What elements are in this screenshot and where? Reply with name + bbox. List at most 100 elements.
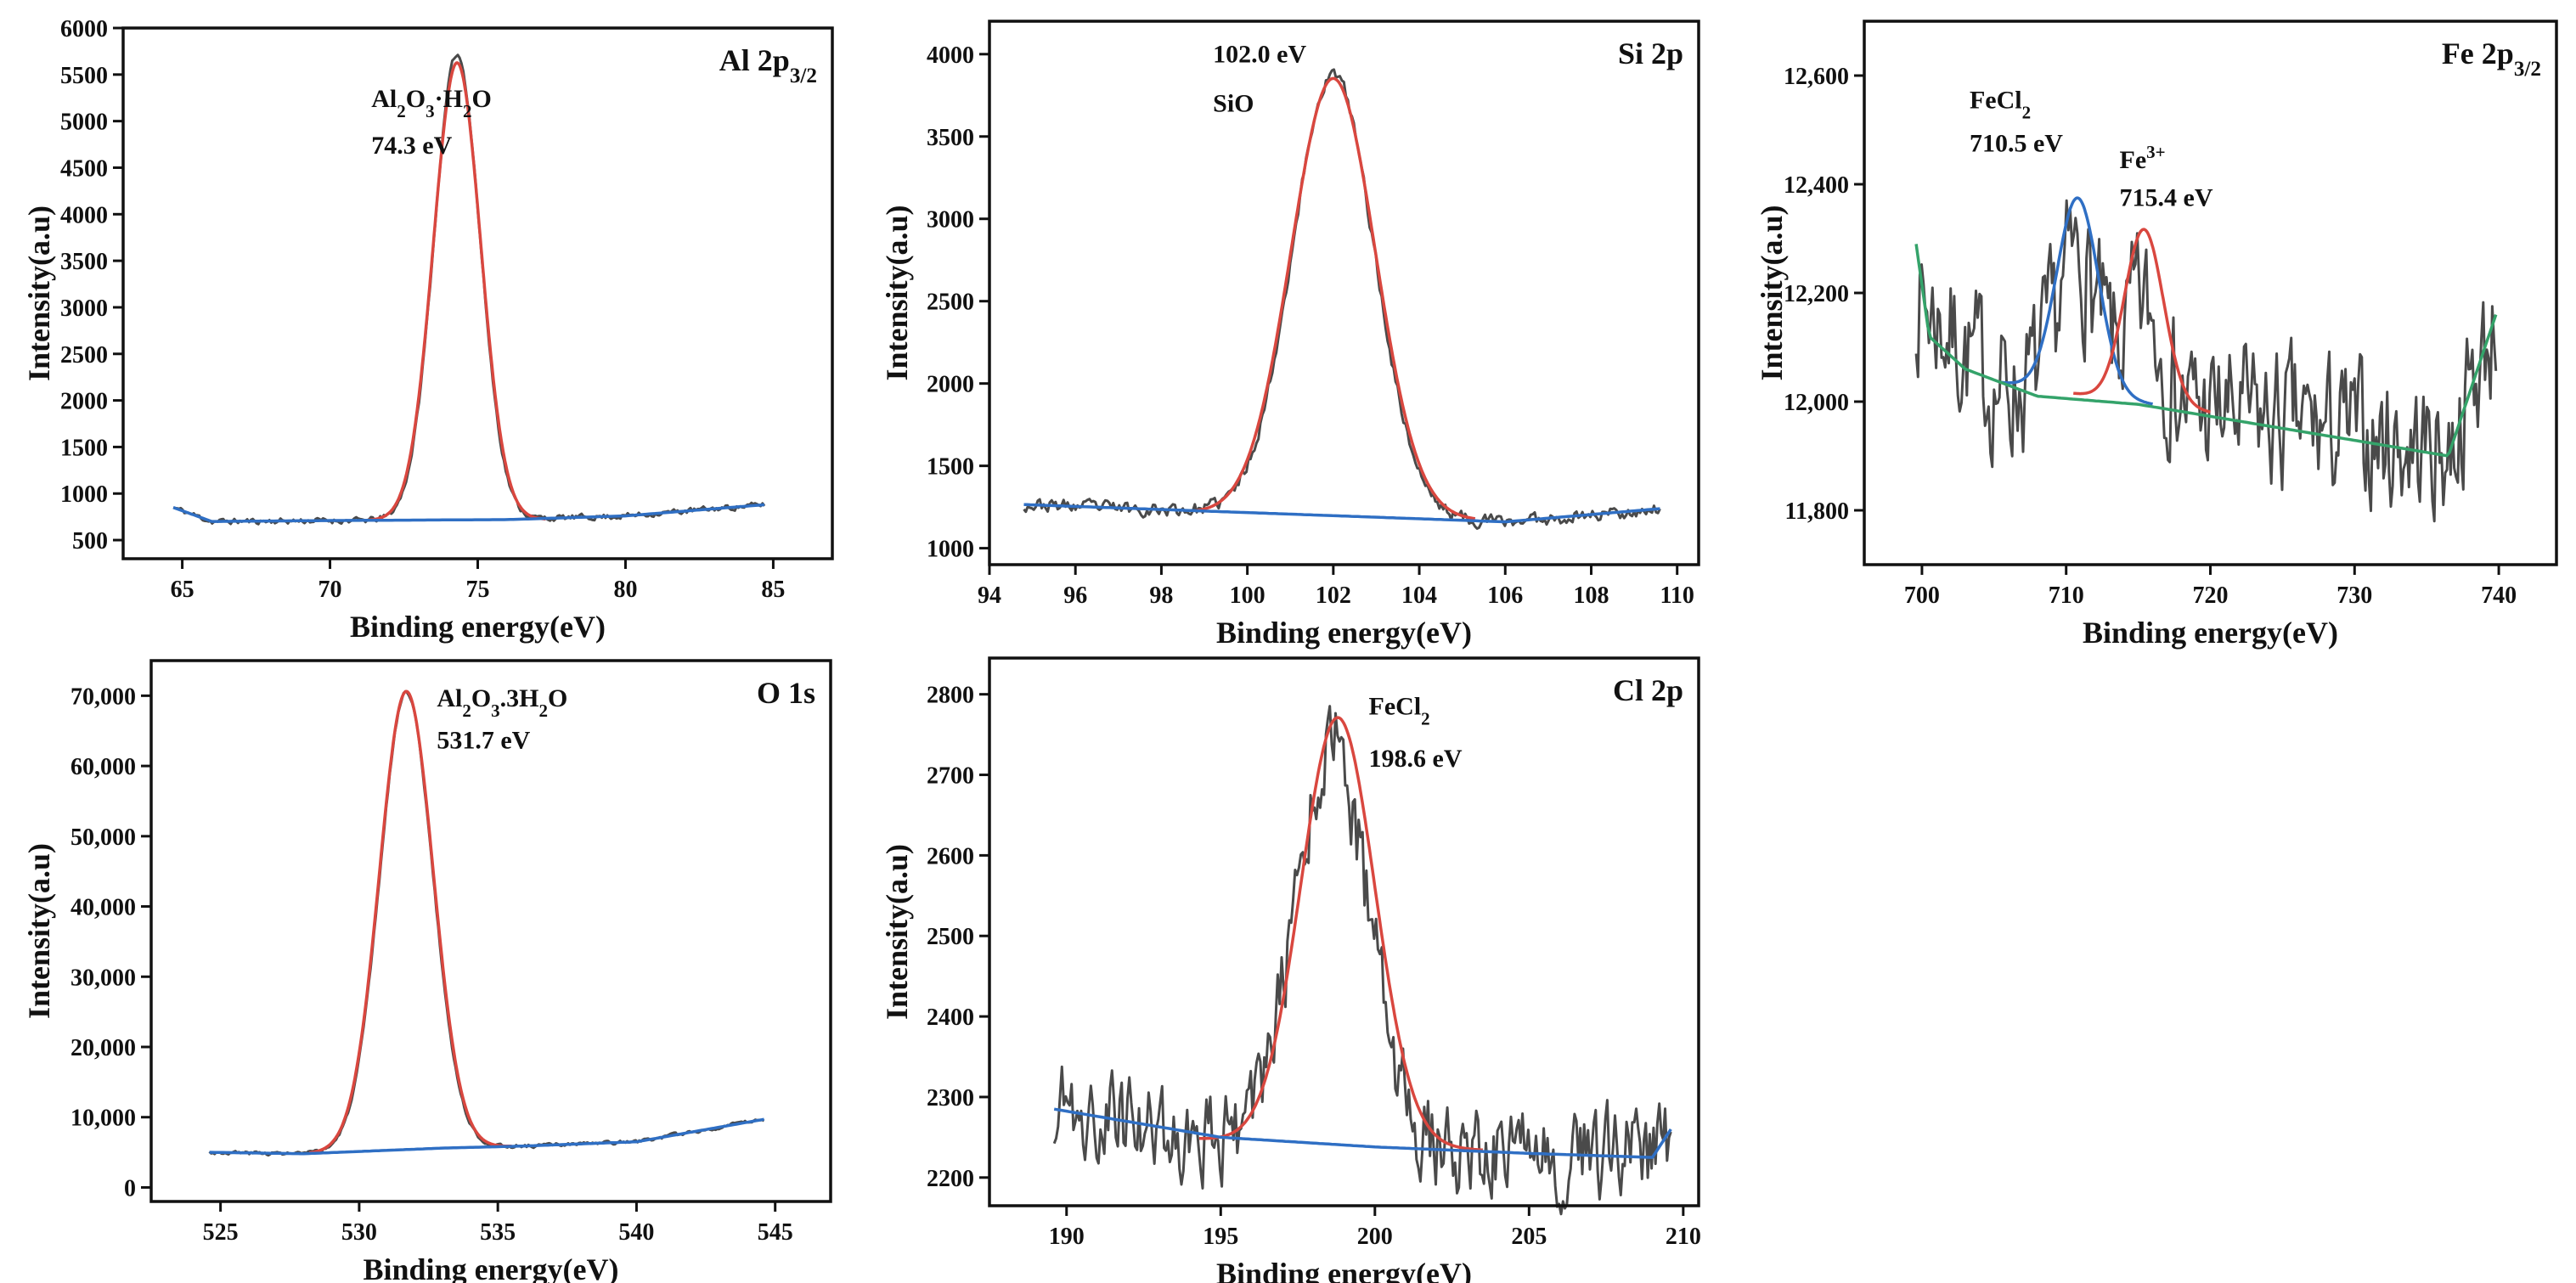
fit-curve-si-1 <box>1023 503 1660 524</box>
peak-annotation-o-1: 531.7 eV <box>437 726 530 754</box>
x-tick-label: 530 <box>341 1219 377 1246</box>
y-tick-label: 1000 <box>927 537 974 563</box>
x-tick-label: 102 <box>1316 582 1351 609</box>
x-tick-label: 94 <box>978 582 1001 609</box>
fit-curve-fe-1 <box>2072 228 2212 414</box>
x-tick-label: 710 <box>2049 582 2084 609</box>
panel-al: 65 70 75 80 85 500 1000 1500 2000 2500 3000 3500 400… <box>22 16 834 644</box>
fit-curve-fe-2 <box>1914 244 2498 458</box>
plot-frame-si <box>988 20 1700 566</box>
x-axis-title: Binding energy(eV) <box>1216 1257 1472 1283</box>
peak-annotation-al-0: Al2O3·H2O <box>371 85 492 121</box>
x-tick-label: 545 <box>758 1219 793 1246</box>
x-tick-label: 720 <box>2193 582 2229 609</box>
panel-title-al: Al 2p3/2 <box>719 43 817 87</box>
y-tick-label: 2500 <box>927 290 974 316</box>
peak-annotation-si-1: SiO <box>1213 90 1254 118</box>
peak-annotation-fe-2: Fe3+ <box>2120 142 2166 174</box>
x-tick-label: 540 <box>618 1219 654 1246</box>
y-tick-label: 12,200 <box>1784 281 1849 307</box>
y-tick-label: 2600 <box>927 843 974 869</box>
x-tick-label: 700 <box>1904 582 1940 609</box>
peak-annotation-cl-1: 198.6 eV <box>1369 745 1463 773</box>
plot-frame-cl <box>988 656 1700 1207</box>
peak-annotation-si-0: 102.0 eV <box>1213 40 1306 68</box>
y-tick-label: 4500 <box>60 155 108 182</box>
y-tick-label: 2800 <box>927 683 974 709</box>
x-tick-label: 98 <box>1149 582 1173 609</box>
y-tick-label: 4000 <box>60 202 108 228</box>
peak-annotation-o-0: Al2O3.3H2O <box>437 684 567 721</box>
fit-curve-fe-0 <box>2000 196 2154 406</box>
x-tick-label: 96 <box>1063 582 1087 609</box>
peak-annotation-fe-0: FeCl2 <box>1970 86 2031 122</box>
y-tick-label: 3500 <box>927 125 974 151</box>
y-tick-label: 1500 <box>60 435 108 461</box>
fit-curve-al-1 <box>172 503 765 523</box>
fit-curve-cl-1 <box>1053 1107 1672 1159</box>
x-axis-title: Binding energy(eV) <box>364 1252 619 1283</box>
y-tick-label: 12,400 <box>1784 172 1849 199</box>
panel-title-fe: Fe 2p3/2 <box>2442 37 2541 81</box>
fit-curve-al-0 <box>368 61 547 522</box>
fit-curve-o-0 <box>308 689 513 1155</box>
x-axis-title: Binding energy(eV) <box>350 610 606 644</box>
y-tick-label: 2300 <box>927 1085 974 1111</box>
plot-frame-o <box>149 659 832 1203</box>
y-tick-label: 2200 <box>927 1166 974 1192</box>
y-tick-label: 70,000 <box>70 684 136 710</box>
y-axis-title: Intensity(a.u) <box>22 205 56 381</box>
y-tick-label: 3000 <box>927 207 974 234</box>
y-tick-label: 11,800 <box>1785 498 1849 525</box>
x-tick-label: 210 <box>1666 1224 1701 1250</box>
y-tick-label: 2400 <box>927 1004 974 1031</box>
y-tick-label: 0 <box>124 1175 136 1201</box>
peak-annotation-cl-0: FeCl2 <box>1369 692 1430 729</box>
y-tick-label: 12,600 <box>1784 64 1849 90</box>
x-tick-label: 108 <box>1573 582 1609 609</box>
x-tick-label: 85 <box>761 577 785 603</box>
y-tick-label: 2000 <box>60 389 108 415</box>
y-tick-label: 30,000 <box>70 965 136 991</box>
y-tick-label: 20,000 <box>70 1035 136 1061</box>
y-tick-label: 50,000 <box>70 824 136 851</box>
x-tick-label: 195 <box>1203 1224 1238 1250</box>
panel-cl: 190 195 200 205 210 2200 2300 2400 2500 2600 2700 2… <box>880 656 1701 1283</box>
panel-title-si: Si 2p <box>1618 37 1683 70</box>
panel-o: 525 530 535 540 545 0 10,000 20,000 30,000 40,000… <box>22 659 832 1283</box>
x-tick-label: 740 <box>2481 582 2517 609</box>
y-tick-label: 2500 <box>927 924 974 950</box>
y-axis-title: Intensity(a.u) <box>1755 205 1789 380</box>
peak-annotation-fe-3: 715.4 eV <box>2120 184 2213 212</box>
y-tick-label: 3000 <box>60 295 108 322</box>
peak-annotation-al-1: 74.3 eV <box>371 132 452 160</box>
x-axis-title: Binding energy(eV) <box>1216 616 1472 650</box>
x-tick-label: 205 <box>1511 1224 1547 1250</box>
x-tick-label: 75 <box>466 577 490 603</box>
y-tick-label: 12,000 <box>1784 390 1849 416</box>
y-tick-label: 5000 <box>60 110 108 136</box>
panel-title-o: O 1s <box>757 676 815 710</box>
raw-spectrum-fe <box>1914 199 2498 523</box>
y-axis-title: Intensity(a.u) <box>880 205 914 380</box>
y-tick-label: 5500 <box>60 63 108 89</box>
y-tick-label: 60,000 <box>70 754 136 780</box>
x-axis-title: Binding energy(eV) <box>2083 616 2338 650</box>
y-tick-label: 2000 <box>927 372 974 398</box>
y-tick-label: 500 <box>72 528 108 554</box>
y-tick-label: 6000 <box>60 16 108 42</box>
fit-curve-o-1 <box>209 1117 764 1156</box>
y-axis-title: Intensity(a.u) <box>880 844 914 1020</box>
y-tick-label: 1000 <box>60 481 108 508</box>
y-tick-label: 4000 <box>927 42 974 69</box>
y-axis-title: Intensity(a.u) <box>22 843 56 1019</box>
x-tick-label: 110 <box>1660 582 1694 609</box>
x-tick-label: 65 <box>171 577 194 603</box>
x-tick-label: 70 <box>318 577 342 603</box>
x-tick-label: 80 <box>613 577 637 603</box>
y-tick-label: 2700 <box>927 763 974 790</box>
fit-curve-cl-0 <box>1198 716 1484 1152</box>
y-tick-label: 10,000 <box>70 1106 136 1132</box>
